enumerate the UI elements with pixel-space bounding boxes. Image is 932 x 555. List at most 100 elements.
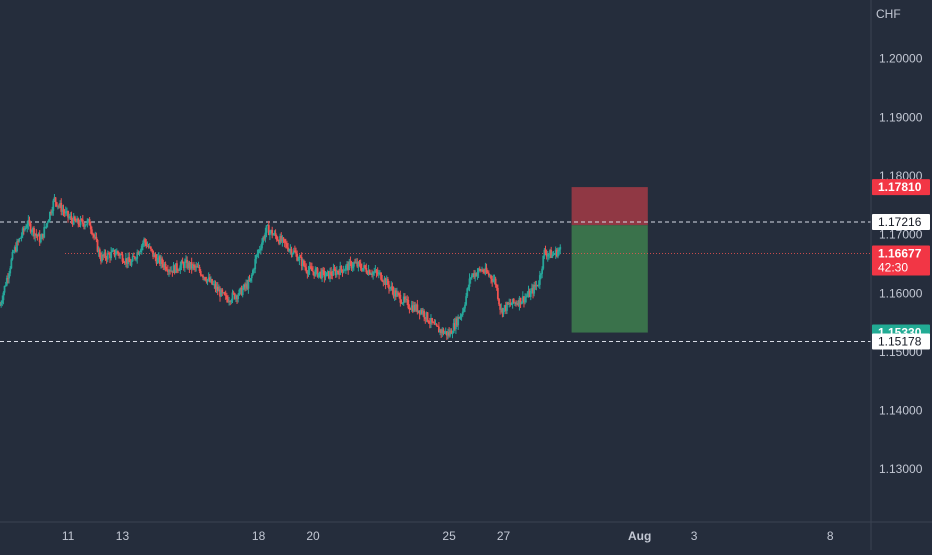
candle-body (113, 249, 116, 256)
candle-body (315, 268, 318, 270)
candle-body (399, 294, 402, 303)
candle-body (148, 246, 151, 248)
candle-body (525, 296, 528, 298)
candle-body (532, 288, 534, 294)
candle-body (484, 267, 487, 273)
level-lower-badge: 1.15178 (878, 334, 922, 348)
candle-body (394, 290, 397, 297)
candle-body (432, 322, 435, 324)
candle-body (11, 252, 14, 260)
candle-body (60, 202, 63, 212)
candle-body (44, 226, 47, 228)
candle-body (33, 227, 35, 237)
candle-body (102, 254, 105, 257)
candle-body (252, 270, 254, 275)
candle-body (120, 254, 123, 256)
candle-body (207, 277, 210, 280)
candle-body (305, 267, 308, 272)
candle-body (20, 235, 23, 239)
candle-body (19, 238, 22, 239)
candle-body (326, 271, 329, 273)
candle-body (80, 219, 83, 220)
candle-body (9, 268, 12, 274)
candle-body (559, 246, 562, 250)
candle-body (316, 268, 319, 277)
candle-body (110, 251, 113, 259)
candle-body (509, 303, 512, 305)
candle-body (263, 237, 266, 239)
x-tick-label: 3 (691, 529, 698, 543)
candle-body (558, 249, 561, 252)
candle-body (358, 262, 361, 264)
candle-body (154, 254, 157, 259)
candle-body (149, 246, 152, 249)
candle-body (24, 228, 26, 231)
candle-body (444, 331, 447, 333)
candle-body (506, 302, 508, 311)
candle-body (510, 304, 513, 306)
candle-body (467, 286, 470, 289)
candle-body (121, 254, 124, 262)
candle-body (264, 232, 267, 239)
candle-body (543, 249, 546, 256)
candle-body (211, 279, 213, 285)
candle-body (491, 278, 494, 282)
candle-body (341, 269, 344, 273)
candle-body (223, 292, 226, 295)
candle-body (56, 205, 59, 207)
candle-body (409, 309, 412, 310)
candle-body (217, 289, 220, 292)
candle-body (87, 219, 90, 221)
candle-body (35, 233, 38, 236)
candle-body (292, 250, 295, 254)
candle-body (230, 300, 233, 302)
candle-body (401, 302, 404, 304)
candle-body (256, 253, 259, 256)
candle-body (231, 292, 234, 301)
candle-body (435, 324, 438, 326)
candle-body (295, 252, 297, 254)
candle-body (329, 271, 331, 279)
candle-body (47, 219, 50, 223)
candle-body (94, 236, 97, 238)
y-tick-label: 1.16000 (879, 286, 923, 300)
candle-body (459, 315, 462, 319)
candle-body (96, 239, 99, 252)
candle-body (177, 270, 179, 271)
candle-body (520, 301, 523, 305)
candle-body (472, 273, 474, 276)
candle-body (247, 279, 250, 289)
candle-body (334, 269, 337, 276)
candle-body (458, 317, 461, 319)
candle-body (76, 218, 79, 223)
candle-body (452, 323, 455, 333)
candle-body (383, 278, 386, 283)
candle-body (354, 262, 356, 264)
candle-body (388, 284, 390, 289)
x-tick-label: 11 (62, 529, 75, 543)
candle-body (255, 255, 258, 260)
candle-body (464, 304, 466, 309)
candle-body (318, 271, 321, 274)
candle-body (10, 259, 13, 269)
candle-body (507, 302, 509, 305)
candle-body (533, 284, 536, 294)
candle-body (443, 332, 446, 334)
candle-body (414, 304, 416, 311)
candle-body (73, 216, 76, 221)
candle-body (189, 262, 192, 269)
stop-loss-zone[interactable] (571, 187, 648, 226)
candle-body (216, 286, 219, 292)
candle-body (229, 301, 232, 302)
take-profit-zone[interactable] (571, 225, 648, 333)
candle-body (92, 233, 94, 235)
candle-body (548, 254, 550, 255)
candle-body (521, 296, 524, 302)
candle-body (269, 231, 271, 236)
candle-body (165, 269, 168, 271)
candle-body (307, 270, 310, 275)
candle-body (515, 302, 517, 305)
candle-body (182, 263, 185, 268)
candle-body (139, 250, 142, 253)
